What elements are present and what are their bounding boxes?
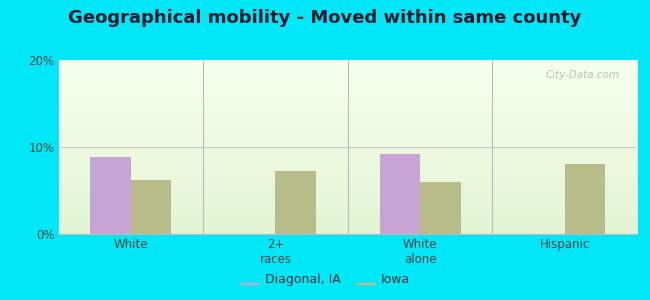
Bar — [420, 182, 461, 234]
Bar — [565, 164, 605, 234]
Bar — [380, 154, 420, 234]
Bar — [131, 180, 172, 234]
Bar — [90, 158, 131, 234]
Text: City-Data.com: City-Data.com — [545, 70, 619, 80]
Legend: Diagonal, IA, Iowa: Diagonal, IA, Iowa — [235, 268, 415, 291]
Bar — [276, 171, 316, 234]
Text: Geographical mobility - Moved within same county: Geographical mobility - Moved within sam… — [68, 9, 582, 27]
